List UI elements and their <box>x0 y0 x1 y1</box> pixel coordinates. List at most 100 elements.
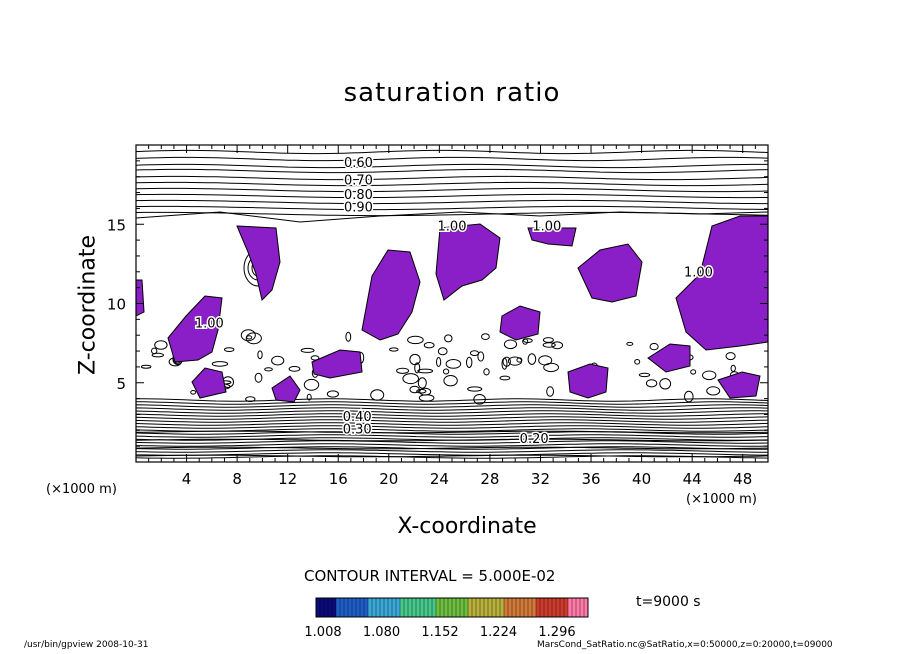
purple-region <box>577 243 643 303</box>
contour-loop <box>546 386 554 397</box>
x-tick-label: 28 <box>480 470 499 488</box>
colorbar-cell <box>408 598 413 617</box>
time-label: t=9000 s <box>636 594 701 610</box>
contour-loop <box>477 351 485 362</box>
contour-loop <box>443 375 458 387</box>
colorbar-cell <box>328 598 333 617</box>
colorbar-tick-label: 1.080 <box>363 625 400 640</box>
contour-line <box>136 419 768 423</box>
contour-loop <box>402 373 420 385</box>
supersaturated-regions <box>136 215 768 403</box>
colorbar-cell <box>576 598 581 617</box>
contour-loop <box>246 335 253 340</box>
contour-loop <box>659 378 672 390</box>
contour-line <box>136 446 768 450</box>
contour-loop <box>473 394 486 405</box>
purple-region <box>311 349 363 379</box>
colorbar-cell <box>336 598 341 617</box>
contour-loop <box>409 353 421 366</box>
contour-loop <box>467 386 483 392</box>
colorbar-cell <box>444 598 449 617</box>
colorbar-cell <box>388 598 393 617</box>
colorbar-tick-label: 1.224 <box>480 625 517 640</box>
contour-loop <box>140 364 152 369</box>
colorbar-cell <box>568 598 573 617</box>
contour-line <box>136 416 768 420</box>
colorbar-cell <box>456 598 461 617</box>
colorbar-cell <box>332 598 337 617</box>
colorbar-cell <box>520 598 525 617</box>
contour-loop <box>245 332 262 345</box>
contour-loop <box>414 362 421 374</box>
colorbar-cell <box>548 598 553 617</box>
contour-line <box>136 175 768 181</box>
y-tick-label: 15 <box>107 216 126 234</box>
contour-label: 0.70 <box>344 174 373 189</box>
contour-loop <box>418 394 435 402</box>
contour-loop <box>702 370 717 381</box>
contour-loop <box>503 339 518 350</box>
contour-loop <box>271 355 285 366</box>
colorbar-cell <box>320 598 325 617</box>
contour-line <box>136 187 768 193</box>
contour-line <box>136 163 768 169</box>
contour-loop <box>690 369 697 375</box>
contour-line <box>136 149 768 155</box>
colorbar-cell <box>396 598 401 617</box>
contour-line <box>136 446 768 450</box>
contour-loop <box>445 359 462 369</box>
contour-line <box>136 407 768 411</box>
purple-region <box>191 367 227 399</box>
colorbar-cell <box>432 598 437 617</box>
colorbar-cell <box>544 598 549 617</box>
contour-loop <box>416 388 427 394</box>
x-tick-label: 44 <box>683 470 702 488</box>
purple-region <box>236 225 281 301</box>
contour-line <box>136 422 768 426</box>
x-tick-label: 32 <box>531 470 550 488</box>
x-tick-label: 16 <box>329 470 348 488</box>
contour-line <box>136 455 768 459</box>
contour-label: 0.60 <box>344 156 373 171</box>
contour-loop <box>501 357 508 370</box>
colorbar-cell <box>440 598 445 617</box>
contour-loop <box>224 347 235 353</box>
colorbar-tick-label: 1.296 <box>538 625 575 640</box>
contour-loop <box>345 331 352 342</box>
x-axis-label: X-coordinate <box>397 514 537 539</box>
contour-loop <box>154 340 168 350</box>
colorbar-cell <box>564 598 569 617</box>
colorbar-cell <box>452 598 457 617</box>
colorbar-cell <box>508 598 513 617</box>
contour-loop <box>389 347 399 352</box>
contour-loop <box>370 389 385 401</box>
contour-line <box>136 434 768 438</box>
colorbar-cell <box>364 598 369 617</box>
contour-lines <box>136 149 768 459</box>
colorbar-cell <box>392 598 397 617</box>
colorbar-cell <box>384 598 389 617</box>
contour-label: 0.80 <box>344 188 373 203</box>
contour-line <box>136 156 768 162</box>
colorbar-cell <box>504 598 509 617</box>
purple-region <box>567 363 609 399</box>
y-tick-label: 5 <box>116 375 126 393</box>
contour-line <box>136 205 768 211</box>
purple-region <box>271 375 301 403</box>
colorbar-cell <box>472 598 477 617</box>
contour-label: 1.00 <box>532 220 561 235</box>
purple-region <box>647 343 691 373</box>
colorbar-cell <box>484 598 489 617</box>
contour-loop <box>417 368 434 374</box>
contour-loop <box>254 372 263 383</box>
colorbar-cell <box>532 598 537 617</box>
colorbar-cell <box>476 598 481 617</box>
contour-loop <box>684 390 694 403</box>
contour-loop <box>245 396 256 403</box>
contour-line <box>136 199 768 205</box>
contour-loop <box>211 361 229 367</box>
contour-loop <box>516 357 523 363</box>
colorbar-tick-label: 1.008 <box>304 625 341 640</box>
contour-loop <box>257 350 263 360</box>
